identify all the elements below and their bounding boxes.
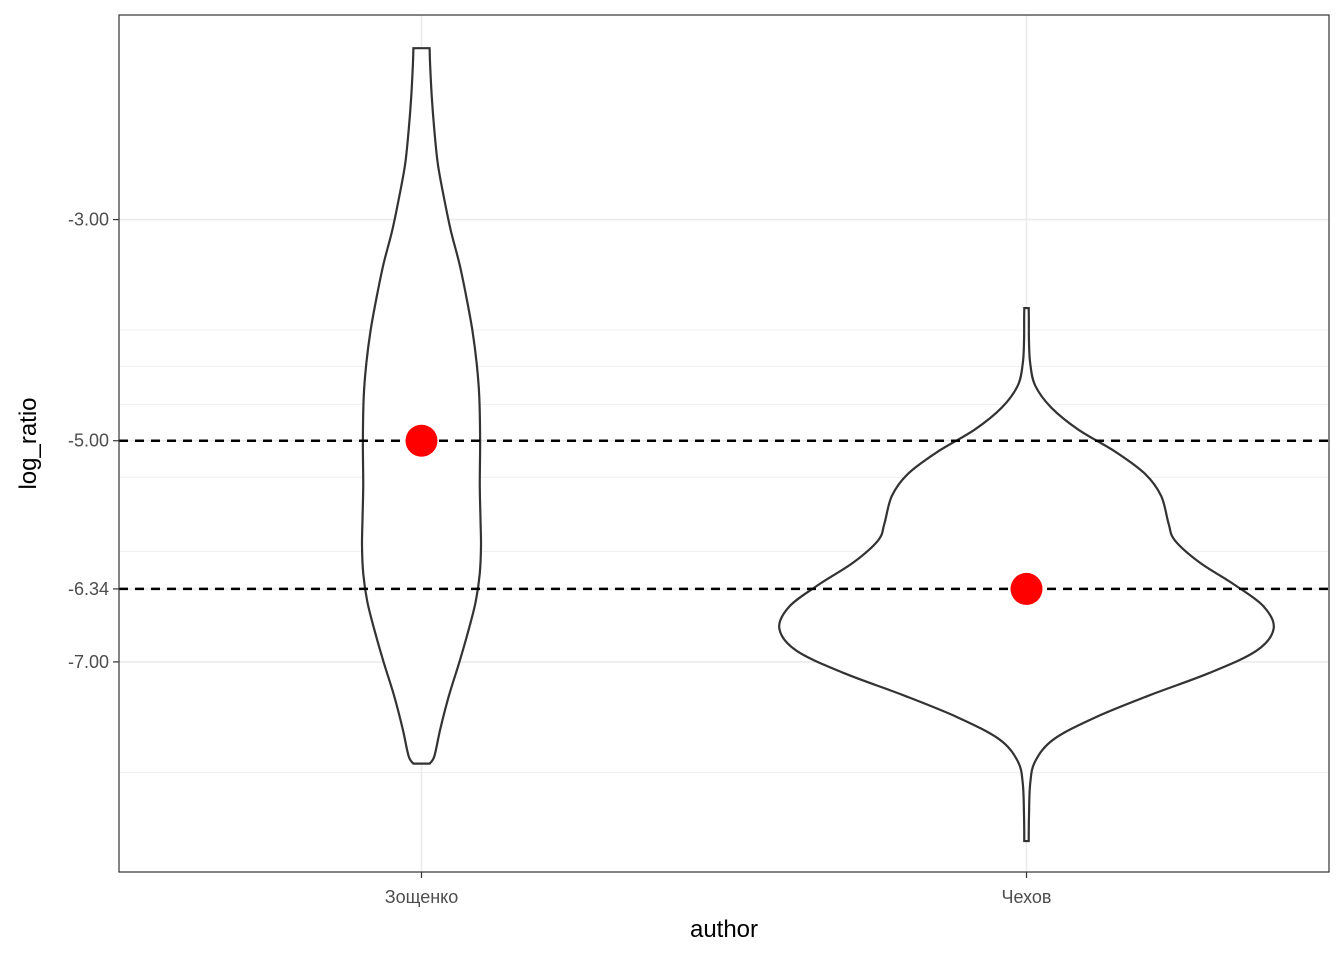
reference-lines [119,439,1329,591]
y-tick-label: -7.00 [68,652,109,672]
y-tick-label: -5.00 [68,431,109,451]
mean-point [1010,572,1043,605]
plot-panel-border [118,14,1330,873]
x-axis-title: author [690,916,758,943]
y-axis: -3.00 -5.00 -6.34 -7.00 [68,210,119,672]
y-tick-label: -3.00 [68,210,109,230]
y-tick-label: -6.34 [68,579,109,599]
x-tick-label: Чехов [1002,887,1052,907]
y-axis-title: log_ratio [15,397,42,489]
mean-point [405,424,438,457]
x-tick-label: Зощенко [385,887,459,907]
x-axis: Зощенко Чехов [385,872,1052,907]
mean-points [405,424,1043,605]
violin-zoshchenko [360,47,483,765]
